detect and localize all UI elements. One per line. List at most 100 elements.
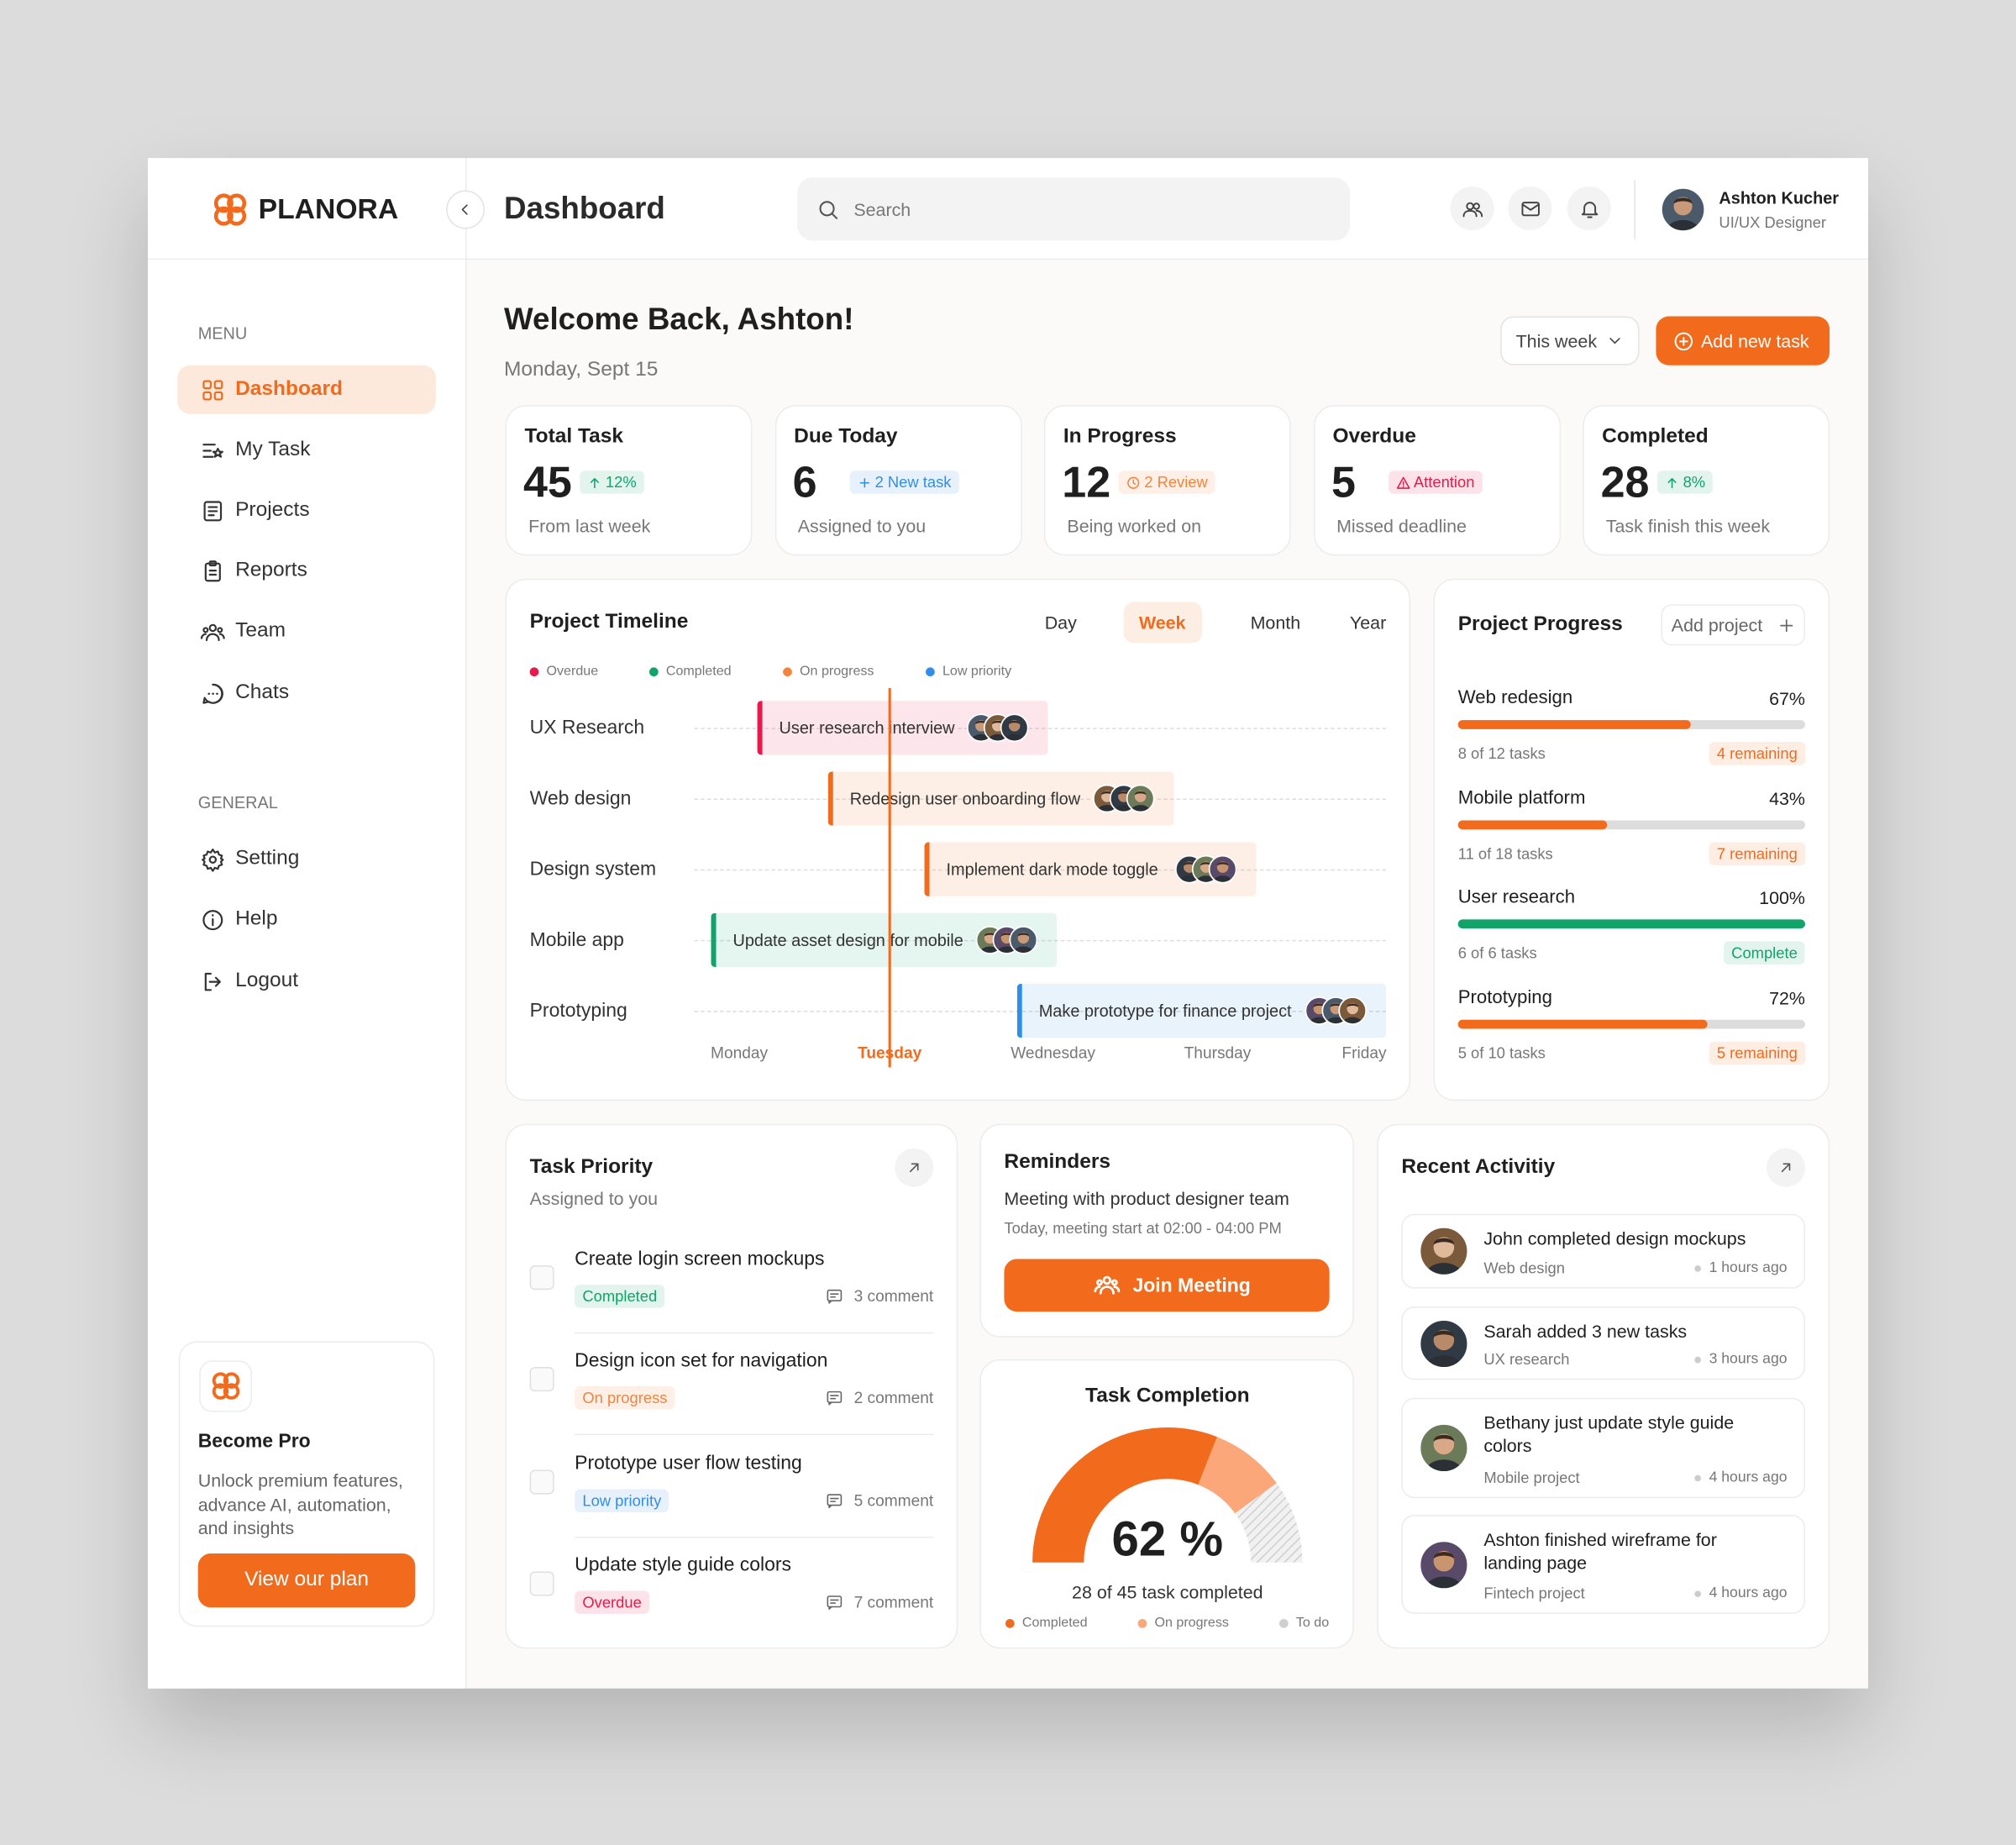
avatar — [1418, 1225, 1470, 1277]
header-icon-button[interactable] — [1567, 186, 1611, 230]
promo-button[interactable] — [197, 1553, 416, 1608]
join-meeting-label[interactable]: Join Meeting — [1132, 1275, 1251, 1297]
nav-item[interactable]: Team — [235, 619, 286, 642]
path-shape — [1667, 477, 1677, 488]
activity-project: Fintech project — [1483, 1584, 1585, 1603]
nav-item[interactable]: Dashboard — [235, 377, 344, 401]
range-tab[interactable]: Week — [1138, 612, 1186, 633]
range-tab[interactable]: Year — [1349, 612, 1387, 633]
range-tab[interactable]: Month — [1250, 612, 1301, 633]
range-tab[interactable]: Day — [1044, 612, 1077, 633]
g-shape — [1661, 187, 1705, 232]
task-checkbox[interactable] — [529, 1469, 554, 1495]
activity-text: John completed design mockups — [1483, 1227, 1746, 1249]
legend-label: On progress — [1154, 1615, 1229, 1631]
nav-item[interactable]: Projects — [235, 498, 310, 521]
circle-shape — [207, 854, 217, 864]
add-project-button[interactable] — [1661, 604, 1805, 646]
stat-note: Task finish this week — [1605, 515, 1771, 537]
legend-dot — [1005, 1618, 1014, 1627]
row-guide — [694, 728, 1386, 729]
ellipse-shape — [1179, 875, 1200, 883]
join-meeting-button[interactable] — [1004, 1259, 1330, 1312]
g-shape — [819, 201, 838, 219]
legend-dot — [925, 666, 934, 676]
search-box[interactable] — [796, 177, 1351, 241]
circle-shape — [223, 1372, 239, 1390]
path-shape — [992, 720, 1004, 725]
rect-shape — [202, 500, 222, 521]
rect-shape — [202, 391, 212, 400]
g-shape — [201, 848, 223, 871]
nav-item[interactable]: Logout — [235, 970, 299, 992]
path-shape — [201, 848, 223, 871]
collapse-button[interactable] — [446, 190, 486, 229]
add-project-label[interactable]: Add project — [1671, 614, 1763, 636]
ellipse-shape — [1308, 1017, 1331, 1025]
task-checkbox[interactable] — [529, 1265, 554, 1290]
task-checkbox[interactable] — [529, 1571, 554, 1596]
circle-shape — [1110, 1279, 1118, 1286]
badge-text: 5 remaining — [1716, 1043, 1798, 1062]
progress-fill — [1457, 819, 1608, 829]
nav-item[interactable]: My Task — [235, 438, 311, 460]
g-shape — [202, 683, 223, 703]
rect-shape — [202, 379, 212, 389]
circle-shape — [202, 909, 223, 930]
circle-shape — [1127, 476, 1140, 489]
nav-item[interactable]: Setting — [235, 847, 300, 870]
path-shape — [212, 447, 223, 458]
ellipse-shape — [1211, 875, 1234, 883]
circle-shape — [819, 201, 835, 217]
brand-name: PLANORA — [258, 192, 399, 225]
task-checkbox[interactable] — [529, 1367, 554, 1392]
icon — [201, 848, 223, 871]
g-shape — [1520, 201, 1540, 216]
badge: Low priority — [575, 1489, 669, 1512]
activity-time: 4 hours ago — [1709, 1585, 1788, 1601]
rect-shape — [1520, 201, 1540, 216]
activity-project: Web design — [1483, 1259, 1565, 1277]
icon — [202, 909, 223, 930]
path-shape — [1101, 791, 1113, 796]
g-shape — [202, 443, 223, 458]
project-name: Web redesign — [1457, 687, 1573, 709]
project-percent: 67% — [1769, 687, 1805, 709]
path-shape — [1433, 1238, 1455, 1245]
icon — [203, 972, 221, 991]
g-shape — [1127, 476, 1140, 489]
legend-dot — [648, 666, 658, 676]
icon — [827, 1595, 843, 1611]
add-task-label[interactable]: Add new task — [1700, 330, 1809, 351]
path-shape — [203, 972, 221, 991]
g-shape — [203, 972, 221, 991]
g-shape — [827, 1493, 843, 1508]
g-shape — [590, 477, 599, 488]
filter-dropdown[interactable] — [1500, 316, 1640, 365]
rect-shape — [207, 560, 217, 566]
path-shape — [207, 569, 217, 576]
progress-title: Project Progress — [1457, 613, 1623, 636]
activity-text: Bethany just update style guide colors — [1483, 1411, 1735, 1456]
activity-project: Mobile project — [1483, 1468, 1580, 1487]
nav-item[interactable]: Reports — [235, 559, 307, 581]
promo-button-label[interactable]: View our plan — [244, 1569, 370, 1591]
page-title: Dashboard — [503, 192, 665, 227]
progress-fill — [1457, 720, 1691, 729]
nav-item[interactable]: Help — [235, 907, 278, 930]
icon — [1781, 1163, 1791, 1173]
ellipse-shape — [1195, 875, 1217, 883]
g-shape — [1209, 855, 1236, 883]
promo-logo-box — [199, 1360, 252, 1412]
time-dot — [1694, 1590, 1701, 1597]
avatar — [1660, 186, 1707, 234]
icon — [1462, 201, 1483, 217]
g-shape — [1419, 1227, 1468, 1276]
legend-label: Completed — [1021, 1615, 1088, 1631]
task-separator — [575, 1434, 934, 1436]
path-shape — [461, 204, 468, 215]
project-tasks: 6 of 6 tasks — [1457, 944, 1537, 962]
day-label: Wednesday — [1011, 1043, 1095, 1063]
nav-item[interactable]: Chats — [235, 681, 290, 704]
